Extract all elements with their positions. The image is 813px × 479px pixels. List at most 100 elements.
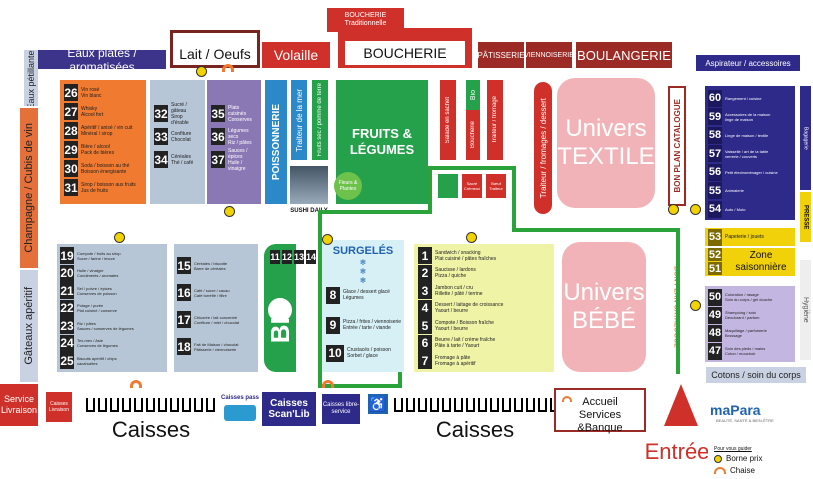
aisle-23[interactable]: 23 Riz / pâtes Sauces / conserves de légu… — [60, 317, 164, 335]
aisle-48[interactable]: 48 Maquillage / parfumerie Brossage — [708, 324, 792, 342]
poissonnerie-section[interactable]: POISSONNERIE — [265, 80, 287, 204]
aisle-32[interactable]: 32 Sucré / gâteau Sirop d'érable — [154, 102, 201, 126]
aisle-5[interactable]: 5 Compote / Boisson fraîche Yaourt / beur… — [418, 317, 550, 335]
aisle-60[interactable]: 60 Rangement / cuisine — [708, 89, 792, 108]
boucherie-vertical-section[interactable]: Boucherie — [466, 110, 480, 160]
aisle-19[interactable]: 19 Compote / fruits au sirop Sucre / fari… — [60, 247, 164, 265]
aisle-20[interactable]: 20 Huile / vinaigre Condiments / aromates — [60, 264, 164, 283]
aisle-58[interactable]: 58 Linge de maison / textile — [708, 126, 792, 145]
aisle-57[interactable]: 57 Vaisselle / art de la table verrerie /… — [708, 145, 792, 164]
aisle-59[interactable]: 59 Accessoires de la maison linge de mais… — [708, 108, 792, 127]
boucherie-section[interactable]: BOUCHERIE — [338, 28, 472, 68]
univers-bebe-section[interactable]: Univers BÉBÉ — [562, 242, 646, 372]
aisle-2[interactable]: 2 Saucisse / lardons Pizza / quiche — [418, 264, 550, 283]
aisle-6[interactable]: 6 Beurre / lait / crème fraîche Pâte à ta… — [418, 334, 550, 353]
fleurs-plantes-section[interactable]: Fleurs & Plantes — [334, 172, 362, 200]
gateaux-aperitif-section[interactable]: Gâteaux apéritif — [20, 270, 38, 382]
aisles-47-50[interactable]: 50 Coloration / rasage Soin du corps / ge… — [705, 286, 795, 362]
eaux-plates-section[interactable]: Eaux plates / aromatisées — [38, 50, 166, 69]
univers-textile-section[interactable]: Univers TEXTILE — [557, 78, 655, 208]
aisle-47[interactable]: 47 Soin des pieds / mains Coton / mouchoi… — [708, 342, 792, 360]
aisle-24[interactable]: 24 Tex-mex / Asie Conserves de légumes — [60, 334, 164, 353]
salade-sachet-section[interactable]: Salade en sachet — [440, 80, 456, 160]
aisle-36[interactable]: 36 Légumes secs Riz / pâtes — [211, 125, 257, 148]
traiteur-fromage-section[interactable]: Traiteur / fromage — [487, 80, 503, 160]
small-fresh-3[interactable]: Bœuf Traiteur — [486, 174, 506, 198]
legend-title: Pour vous guider — [714, 446, 752, 452]
aisles-32-34[interactable]: 32 Sucré / gâteau Sirop d'érable 33 Confit… — [150, 80, 205, 204]
aisle-number: 24 — [60, 334, 74, 352]
cotons-section[interactable]: Cotons / soin du corps — [706, 367, 806, 383]
fruits-pomme-terre-section[interactable]: Fruits sec / pomme de terre — [312, 80, 328, 160]
aisles-26-31[interactable]: 26 Vin rosé Vin blanc 27 Whisky Alcool for… — [60, 80, 146, 204]
aisle-17[interactable]: 17 Chicorée / lait concentré Confiture / … — [177, 306, 255, 333]
aisle-35[interactable]: 35 Plats cuisinés Conserves — [211, 102, 257, 125]
aisle-15[interactable]: 15 Céréales / biscotte Barre de céréales — [177, 252, 255, 279]
aisle-number: 59 — [708, 108, 722, 126]
small-fresh-1[interactable] — [438, 174, 458, 198]
aisle-50[interactable]: 50 Coloration / rasage Soin du corps / ge… — [708, 288, 792, 306]
viennoiserie-section[interactable]: VIENNOISERIE — [526, 42, 572, 68]
aisle-34[interactable]: 34 Céréales Thé / café — [154, 148, 201, 171]
aisle-7[interactable]: 7 Fromage à pâte Fromage à apéritif — [418, 352, 550, 370]
aisle-37[interactable]: 37 Sauces / épices Huile / vinaigre — [211, 148, 257, 172]
surgeles-section[interactable]: SURGELÉS ❄ ❄ ❄ 8 Glace / dessert glacé Lé… — [322, 240, 404, 372]
hygiene-section[interactable]: Hygiène — [800, 260, 811, 360]
aisle-33[interactable]: 33 Confiture Chocolat — [154, 125, 201, 148]
champagne-cubis-section[interactable]: Champagne / Cubis de vin — [20, 108, 38, 268]
bio-fresh-section[interactable]: Bio — [466, 80, 480, 110]
presse-section[interactable]: PRESSE — [800, 192, 811, 242]
bio-section[interactable]: 11 12 13 14 BIO — [264, 244, 316, 372]
aisle-26[interactable]: 26 Vin rosé Vin blanc — [64, 83, 142, 102]
aisle-16[interactable]: 16 Café / sucre / cacao Café torréfié / f… — [177, 279, 255, 306]
zone-saisonniere-section[interactable]: 52 51 Zone saisonnière — [705, 248, 795, 276]
accueil-section[interactable]: Accueil Services &Banque — [554, 388, 646, 434]
service-livraison-section[interactable]: Service Livraison — [0, 384, 38, 426]
aisle-54[interactable]: 54 Auto / Moto — [708, 200, 792, 219]
caisses-scanlib-section[interactable]: Caisses Scan'Lib — [262, 392, 316, 426]
caisses-pass-section[interactable]: Caisses pass — [220, 394, 260, 424]
aisle-9[interactable]: 9 Pizza / frites / viennoiserie Entrée / … — [326, 312, 401, 338]
aisles-54-60[interactable]: 60 Rangement / cuisine 59 Accessoires de l… — [705, 86, 795, 220]
aisles-1-7[interactable]: 1 Sandwich / snacking Plat cuisiné / pâte… — [414, 244, 554, 372]
aisle-8[interactable]: 8 Glace / dessert glacé Légumes — [326, 282, 390, 308]
caisses-livraison-section[interactable]: Caisses Livraison — [46, 392, 72, 422]
aisle-30[interactable]: 30 Soda / boisson au thé Boisson énergisa… — [64, 159, 142, 178]
aspirateur-section[interactable]: Aspirateur / accessoires — [696, 55, 800, 71]
aisle-55[interactable]: 55 Animalerie — [708, 182, 792, 201]
aisle-18[interactable]: 18 Fait de Maison / chocolat Pâtisserie /… — [177, 333, 255, 360]
entree-label[interactable]: Entrée — [646, 439, 708, 464]
eaux-petillantes-section[interactable]: Eaux pétillantes — [24, 50, 38, 106]
aisle-56[interactable]: 56 Petit électroménager / cuisine — [708, 163, 792, 182]
small-fresh-2[interactable]: Sacré Crémeux — [462, 174, 482, 198]
aisle-53[interactable]: 53 Papeterie / jouets — [705, 228, 795, 246]
aisle-22[interactable]: 22 Potage / purée Plat cuisiné / conserve — [60, 299, 164, 318]
aisle-10[interactable]: 10 Crustacés / poisson Sorbet / glace — [326, 340, 391, 366]
aisle-49[interactable]: 49 Shampoing / soin Déodorant / parfum — [708, 306, 792, 324]
aisle-1[interactable]: 1 Sandwich / snacking Plat cuisiné / pâte… — [418, 247, 550, 265]
aisle-4[interactable]: 4 Dessert / laitage de croissance Yaourt … — [418, 299, 550, 318]
bagagerie-section[interactable]: Bagagerie — [800, 86, 811, 190]
aisle-3[interactable]: 3 Jambon cuit / cru Rillette / pâté / ter… — [418, 282, 550, 300]
aisle-28[interactable]: 28 Apéritif / anisé / vin cuit Minéral / … — [64, 121, 142, 140]
boulangerie-section[interactable]: BOULANGERIE — [576, 42, 672, 68]
patisserie-section[interactable]: PÂTISSERIE — [478, 42, 524, 68]
aisle-27[interactable]: 27 Whisky Alcool fort — [64, 102, 142, 121]
entree-arrow-icon[interactable] — [664, 384, 698, 426]
traiteur-mer-section[interactable]: Traiteur de la mer — [291, 80, 307, 160]
aisle-25[interactable]: 25 Biscuits apéritif / chips cacahuètes — [60, 352, 164, 370]
aisles-35-37[interactable]: 35 Plats cuisinés Conserves 36 Légumes sec… — [207, 80, 261, 204]
aisles-19-25[interactable]: 19 Compote / fruits au sirop Sucre / fari… — [57, 244, 167, 372]
aisle-29[interactable]: 29 Bière / alcool Pack de bières — [64, 140, 142, 159]
aisle-31[interactable]: 31 Sirop / boisson aux fruits Jus de frui… — [64, 178, 142, 197]
volaille-section[interactable]: Volaille — [262, 42, 330, 68]
caisses-libre-service-section[interactable]: Caisses libre-service — [322, 394, 360, 424]
aisles-15-18[interactable]: 15 Céréales / biscotte Barre de céréales … — [174, 244, 258, 372]
legend-chaise: Chaise — [714, 466, 755, 475]
traiteur-fromages-dessert-section[interactable]: Traiteur / fromages / dessert — [534, 82, 552, 214]
lait-oeufs-section[interactable]: Lait / Oeufs — [170, 30, 260, 68]
aisle-number: 33 — [154, 128, 168, 145]
aisle-21[interactable]: 21 Sel / poivre / épices Conserves de poi… — [60, 282, 164, 300]
surgeles-title: SURGELÉS — [332, 245, 394, 257]
bon-plan-catalogue-top[interactable]: BON PLAN CATALOGUE — [668, 86, 686, 206]
